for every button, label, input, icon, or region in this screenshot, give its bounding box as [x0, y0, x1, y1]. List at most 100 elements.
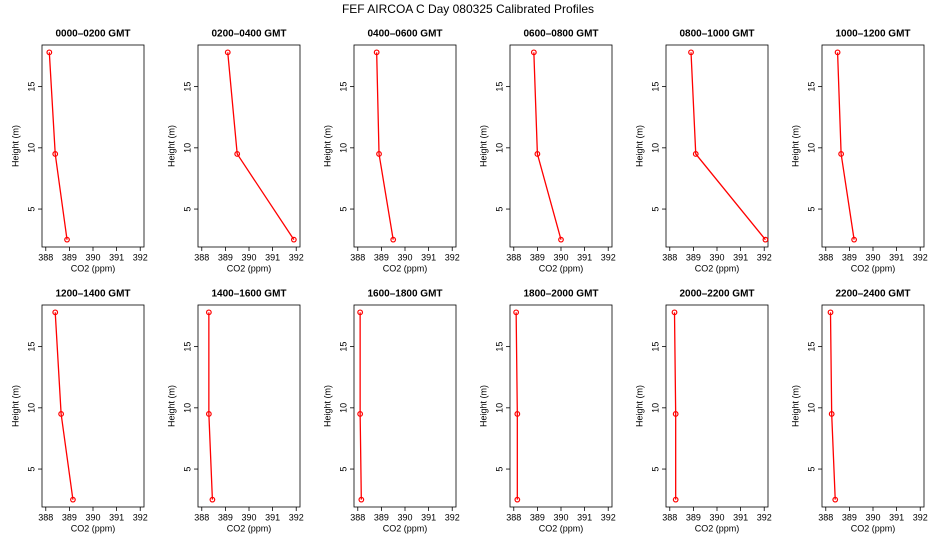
x-axis-label: CO2 (ppm) [71, 263, 116, 273]
y-tick-label: 5 [650, 207, 660, 212]
profile-point [58, 411, 65, 417]
x-tick-label: 390 [709, 252, 724, 262]
x-tick-label: 391 [421, 252, 436, 262]
plot-frame [821, 44, 925, 248]
y-tick-label: 10 [338, 143, 348, 153]
x-tick-label: 391 [109, 252, 124, 262]
plot-frame [665, 44, 769, 248]
x-tick-label: 391 [889, 252, 904, 262]
y-tick-label: 15 [806, 82, 816, 92]
x-axis-label: CO2 (ppm) [383, 263, 428, 273]
x-tick-label: 389 [686, 252, 701, 262]
panel: 2000–2200 GMT 388 389 390 391 392 5 10 15 CO2 (pp… [634, 289, 771, 534]
x-tick-label: 389 [62, 252, 77, 262]
panel: 0000–0200 GMT 388 389 390 391 392 5 10 15 CO2 (pp… [10, 29, 147, 274]
profile-point [224, 49, 231, 56]
profile-point [834, 49, 841, 56]
y-tick-label: 10 [806, 143, 816, 153]
y-tick-label: 10 [806, 403, 816, 413]
plot-frame [665, 304, 769, 508]
x-tick-label: 392 [601, 512, 616, 522]
panel: 0800–1000 GMT 388 389 390 391 392 5 10 15 CO2 (pp… [634, 29, 771, 274]
profile-point [828, 411, 835, 417]
profile-line [533, 52, 562, 240]
x-axis-label: CO2 (ppm) [851, 523, 896, 533]
profile-point [672, 496, 679, 503]
profile-point [358, 496, 365, 503]
x-tick-label: 389 [374, 512, 389, 522]
x-tick-label: 389 [530, 512, 545, 522]
panel: 0200–0400 GMT 388 389 390 391 392 5 10 15 CO2 (pp… [166, 29, 303, 274]
profile-line [515, 312, 518, 500]
profile-line [829, 312, 836, 500]
x-tick-label: 391 [577, 512, 592, 522]
y-tick-label: 10 [494, 143, 504, 153]
page-title: FEF AIRCOA C Day 080325 Calibrated Profi… [342, 2, 594, 16]
profile-line [54, 312, 74, 500]
profile-point [838, 151, 845, 157]
profile-point [514, 411, 521, 417]
y-tick-label: 15 [650, 342, 660, 352]
x-tick-label: 390 [241, 252, 256, 262]
x-tick-label: 388 [506, 512, 521, 522]
profile-line [836, 52, 855, 240]
plot-frame [41, 304, 145, 508]
profile-point [290, 236, 297, 243]
panel-title: 1200–1400 GMT [55, 289, 130, 300]
profile-point [64, 236, 70, 243]
y-tick-label: 5 [26, 467, 36, 472]
profile-point [390, 236, 397, 243]
x-tick-label: 390 [865, 252, 880, 262]
profile-line [208, 312, 214, 500]
profile-point [373, 49, 380, 56]
x-tick-label: 389 [530, 252, 545, 262]
profile-line [673, 312, 677, 500]
x-tick-label: 392 [757, 252, 772, 262]
profile-point [832, 496, 839, 503]
x-tick-label: 392 [289, 512, 304, 522]
y-axis-label: Height (m) [634, 125, 644, 167]
x-tick-label: 392 [601, 252, 616, 262]
profile-point [513, 309, 520, 316]
x-tick-label: 388 [194, 512, 209, 522]
y-tick-label: 5 [338, 467, 348, 472]
panel-title: 1800–2000 GMT [523, 289, 598, 300]
y-axis-label: Height (m) [10, 125, 20, 167]
y-tick-label: 5 [806, 207, 816, 212]
profile-point [357, 309, 364, 316]
panel: 1400–1600 GMT 388 389 390 391 392 5 10 15 CO2 (pp… [166, 289, 303, 534]
y-axis-label: Height (m) [166, 385, 176, 427]
profile-point [530, 49, 537, 56]
x-tick-label: 389 [842, 512, 857, 522]
x-tick-label: 391 [109, 512, 124, 522]
profile-point [672, 411, 679, 417]
profile-point [514, 496, 521, 503]
profile-point [534, 151, 541, 157]
y-tick-label: 5 [650, 467, 660, 472]
x-tick-label: 392 [913, 512, 928, 522]
y-tick-label: 5 [182, 207, 192, 212]
x-tick-label: 388 [662, 252, 677, 262]
y-tick-label: 5 [182, 467, 192, 472]
y-tick-label: 15 [338, 82, 348, 92]
profile-point [357, 411, 364, 417]
x-axis-label: CO2 (ppm) [539, 263, 584, 273]
plot-frame [197, 44, 301, 248]
x-tick-label: 391 [733, 512, 748, 522]
panel: 0600–0800 GMT 388 389 390 391 392 5 10 15 CO2 (pp… [478, 29, 615, 274]
x-tick-label: 392 [289, 252, 304, 262]
x-tick-label: 389 [686, 512, 701, 522]
y-axis-label: Height (m) [322, 125, 332, 167]
y-tick-label: 15 [494, 82, 504, 92]
panel-title: 2000–2200 GMT [679, 289, 754, 300]
y-tick-label: 10 [26, 143, 36, 153]
y-tick-label: 5 [494, 467, 504, 472]
profile-point [234, 151, 241, 157]
y-tick-label: 10 [494, 403, 504, 413]
y-tick-label: 5 [26, 207, 36, 212]
x-axis-label: CO2 (ppm) [851, 263, 896, 273]
plot-frame [509, 304, 613, 508]
panel: 1800–2000 GMT 388 389 390 391 392 5 10 15 CO2 (pp… [478, 289, 615, 534]
y-tick-label: 15 [26, 342, 36, 352]
